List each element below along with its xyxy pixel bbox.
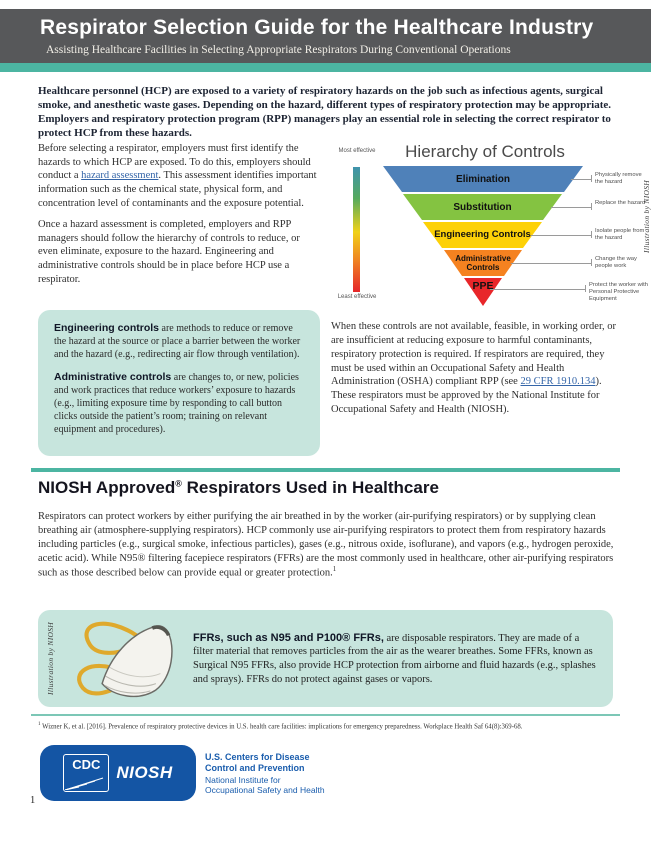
effectiveness-gradient-bar: [353, 167, 360, 292]
pyramid-level-ppe: PPE: [464, 278, 502, 306]
agency-name-block: U.S. Centers for Disease Control and Pre…: [205, 752, 325, 795]
left-column: Before selecting a respirator, employers…: [38, 142, 322, 294]
hazard-assessment-link[interactable]: hazard assessment: [81, 170, 159, 182]
cdc-logo-text: CDC: [72, 757, 101, 772]
paragraph-hazard-assessment: Before selecting a respirator, employers…: [38, 142, 322, 210]
paragraph-text: ). These respirators must be approved by…: [331, 376, 602, 416]
level-description-engineering: Isolate people from the hazard: [595, 228, 645, 242]
cdc-rays-icon: [65, 777, 104, 790]
ffr-info-box: Illustration by NIOSH FFRs, such as N95 …: [38, 610, 613, 707]
level-description-administrative: Change the way people work: [595, 256, 637, 270]
heading-text: Respirators Used in Healthcare: [181, 478, 439, 497]
connector-line: [531, 235, 591, 236]
diagram-title: Hierarchy of Controls: [405, 142, 565, 161]
pyramid-level-engineering-controls: Engineering Controls: [423, 222, 542, 248]
ffr-description: FFRs, such as N95 and P100® FFRs, are di…: [193, 631, 599, 687]
pyramid-level-elimination: Elimination: [383, 166, 583, 192]
administrative-controls-definition: Administrative controls are changes to, …: [54, 371, 304, 436]
most-effective-label: Most effective: [338, 148, 376, 154]
cdc-logo-icon: CDC: [63, 754, 110, 792]
connector-tick: [591, 203, 592, 210]
n95-respirator-illustration: [77, 621, 173, 697]
connector-line: [571, 179, 591, 180]
footnote-text: Wizner K, et al. [2016]. Prevalence of r…: [40, 723, 523, 731]
intro-paragraph: Healthcare personnel (HCP) are exposed t…: [38, 85, 611, 140]
footnote-marker: 1: [38, 722, 41, 727]
accent-band: [0, 63, 651, 72]
paragraph-hierarchy: Once a hazard assessment is completed, e…: [38, 219, 300, 285]
paragraph-text: Respirators can protect workers by eithe…: [38, 511, 614, 579]
right-column: When these controls are not available, f…: [331, 320, 627, 417]
engineering-controls-lead: Engineering controls: [54, 322, 160, 334]
controls-definition-box: Engineering controls are methods to redu…: [38, 310, 320, 456]
illustration-credit-text: Illustration by NIOSH: [46, 622, 55, 695]
diagram-credit: Illustration by NIOSH: [642, 180, 651, 300]
agency-name-bold: U.S. Centers for Disease Control and Pre…: [205, 752, 310, 773]
ffr-lead-text: FFRs, such as N95 and P100® FFRs,: [193, 631, 384, 644]
connector-line: [490, 289, 585, 290]
connector-tick: [591, 175, 592, 182]
section-divider-rule: [31, 468, 620, 472]
section-body: Respirators can protect workers by eithe…: [38, 510, 616, 581]
osha-regulation-link[interactable]: 29 CFR 1910.134: [520, 376, 596, 388]
inverted-pyramid: Elimination Substitution Engineering Con…: [383, 166, 583, 306]
level-description-ppe: Protect the worker with Personal Protect…: [589, 282, 648, 303]
paragraph-text: Before selecting a respirator, employers…: [38, 143, 311, 182]
connector-line: [551, 207, 591, 208]
administrative-controls-lead: Administrative controls: [54, 371, 172, 384]
header-band: Respirator Selection Guide for the Healt…: [0, 9, 651, 63]
page-subtitle: Assisting Healthcare Facilities in Selec…: [46, 44, 511, 56]
page-title: Respirator Selection Guide for the Healt…: [40, 16, 594, 39]
engineering-controls-definition: Engineering controls are methods to redu…: [54, 322, 304, 361]
definition-text: are methods to reduce or remove the haza…: [54, 323, 301, 360]
least-effective-label: Least effective: [337, 294, 377, 300]
paragraph-text: . This assessment identifies important i…: [38, 170, 317, 209]
paragraph-text: When these controls are not available, f…: [331, 321, 617, 388]
institute-name: National Institute for Occupational Safe…: [205, 774, 325, 795]
connector-line: [511, 263, 591, 264]
niosh-logo-text: NIOSH: [116, 763, 173, 782]
heading-text: NIOSH Approved: [38, 478, 176, 497]
registered-mark: ®: [175, 478, 182, 489]
ffr-body-text: are disposable respirators. They are mad…: [193, 632, 596, 685]
connector-tick: [585, 285, 586, 292]
section-heading: NIOSH Approved® Respirators Used in Heal…: [38, 478, 439, 498]
cdc-niosh-logo: CDC NIOSH: [40, 745, 196, 801]
pyramid-level-substitution: Substitution: [403, 194, 562, 220]
ffr-illustration-credit: Illustration by NIOSH: [46, 620, 55, 698]
pyramid-level-administrative-controls: Administrative Controls: [444, 250, 522, 276]
connector-tick: [591, 259, 592, 266]
definition-text: are changes to, or new, policies and wor…: [54, 372, 299, 435]
level-description-substitution: Replace the hazard: [595, 200, 646, 206]
hierarchy-of-controls-diagram: Hierarchy of Controls Most effective Lea…: [333, 142, 651, 310]
footnote: 1 Wizner K, et al. [2016]. Prevalence of…: [38, 722, 628, 730]
illustration-credit-text: Illustration by NIOSH: [642, 180, 651, 253]
level-description-elimination: Physically remove the hazard: [595, 172, 642, 186]
footnote-divider-rule: [31, 714, 620, 716]
connector-tick: [591, 231, 592, 238]
page-number: 1: [30, 795, 36, 806]
footnote-reference: 1: [332, 565, 337, 574]
